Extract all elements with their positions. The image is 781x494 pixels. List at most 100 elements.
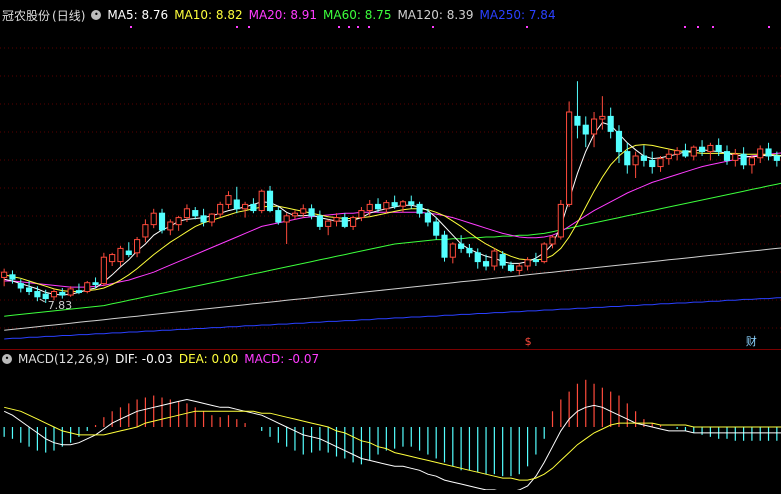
candle-down	[640, 145, 647, 167]
candle-body	[242, 203, 249, 210]
candle-down	[499, 251, 506, 269]
candle-body	[748, 157, 755, 166]
macd-settings-circle-icon[interactable]: •	[2, 354, 12, 364]
candle-body	[59, 291, 66, 296]
candle-body	[75, 290, 83, 293]
candle-body	[449, 243, 456, 258]
candle-body	[566, 111, 573, 205]
candle-body	[117, 247, 124, 263]
candle-up	[350, 215, 357, 230]
candle-up	[657, 156, 664, 172]
candle-up	[449, 242, 456, 264]
settings-circle-icon[interactable]: •	[91, 10, 102, 20]
candle-down	[433, 217, 440, 240]
candle-down	[715, 138, 722, 156]
candle-up	[142, 219, 149, 243]
candle-body	[466, 247, 473, 254]
candle-down	[59, 288, 66, 299]
macd-lines	[3, 398, 781, 493]
candle-body	[366, 203, 373, 212]
candle-down	[466, 244, 473, 258]
candle-body	[167, 221, 174, 231]
marker-dot	[357, 26, 359, 28]
candle-up	[748, 156, 755, 174]
candle-up	[1, 268, 8, 287]
candle-body	[698, 146, 706, 153]
candle-body	[657, 158, 664, 168]
candle-body	[308, 208, 315, 217]
candle-body	[283, 215, 290, 223]
ma60-legend: MA60: 8.75	[323, 8, 392, 22]
event-marker-cai: 财	[746, 334, 757, 348]
candle-up	[258, 189, 265, 214]
candle-body	[150, 212, 157, 226]
candle-body	[433, 221, 440, 236]
candle-down	[682, 143, 689, 158]
ma10-line	[4, 144, 781, 292]
candle-down	[233, 186, 240, 214]
ma250-line	[4, 297, 781, 340]
candle-body	[549, 236, 556, 245]
candle-body	[632, 155, 639, 166]
candle-down	[250, 198, 257, 214]
candle-body	[42, 293, 49, 300]
candle-up	[300, 204, 307, 218]
marker-dot	[768, 26, 770, 28]
candle-down	[75, 283, 83, 295]
marker-dot	[130, 26, 132, 28]
candle-up	[399, 200, 407, 213]
candle-body	[615, 130, 623, 153]
candle-up	[117, 245, 124, 266]
candle-down	[532, 252, 539, 266]
candle-body	[416, 203, 423, 214]
candle-down	[582, 116, 589, 148]
candle-body	[391, 202, 398, 207]
candle-body	[674, 150, 681, 155]
ma250-series	[4, 297, 781, 340]
marker-dot	[248, 26, 250, 28]
candle-body	[665, 153, 672, 160]
macd-title: MACD(12,26,9)	[18, 352, 110, 366]
candle-up	[732, 148, 739, 167]
candle-body	[773, 155, 780, 161]
marker-dot	[526, 26, 528, 28]
candle-up	[757, 145, 764, 164]
marker-dot	[697, 26, 699, 28]
candle-up	[50, 288, 58, 301]
candle-up	[100, 252, 107, 287]
candle-down	[574, 81, 581, 139]
candle-up	[208, 213, 215, 227]
candle-up	[557, 200, 564, 240]
candle-down	[341, 213, 348, 229]
candle-up	[491, 248, 498, 271]
candle-down	[200, 208, 207, 227]
candle-up	[599, 96, 606, 130]
candle-up	[167, 219, 174, 236]
candle-body	[158, 212, 166, 231]
candle-up	[150, 208, 157, 229]
candle-up	[283, 213, 290, 244]
candle-down	[482, 254, 490, 271]
candle-body	[217, 203, 224, 215]
candle-body	[225, 195, 232, 205]
candle-up	[217, 201, 224, 218]
candle-down	[424, 208, 431, 227]
candle-up	[358, 207, 365, 222]
candle-body	[732, 153, 739, 161]
candle-up	[690, 145, 697, 161]
candle-body	[333, 217, 340, 222]
ma120-legend: MA120: 8.39	[397, 8, 474, 22]
candle-body	[17, 283, 24, 289]
candle-body	[408, 201, 415, 205]
candle-body	[482, 261, 490, 267]
candle-up	[242, 201, 249, 218]
candle-down	[42, 289, 49, 303]
candle-body	[192, 210, 199, 217]
candle-body	[84, 282, 91, 293]
candle-up	[383, 200, 390, 214]
gridlines	[0, 47, 781, 329]
candle-up	[109, 252, 116, 266]
low-price-label: 7.83	[48, 299, 73, 312]
candle-body	[250, 203, 257, 212]
